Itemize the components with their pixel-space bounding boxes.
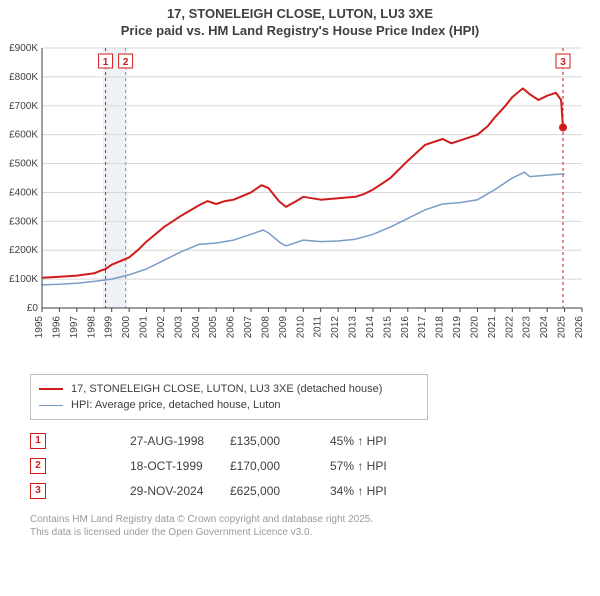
svg-text:2014: 2014 bbox=[365, 316, 376, 339]
svg-text:2002: 2002 bbox=[156, 316, 167, 339]
svg-text:2007: 2007 bbox=[243, 316, 254, 339]
svg-text:2019: 2019 bbox=[452, 316, 463, 339]
svg-text:2010: 2010 bbox=[295, 316, 306, 339]
table-row: 1 27-AUG-1998£135,00045% ↑ HPI bbox=[30, 428, 430, 453]
svg-text:2013: 2013 bbox=[348, 316, 359, 339]
svg-text:£300K: £300K bbox=[9, 216, 38, 227]
legend-swatch-subject bbox=[39, 388, 63, 390]
svg-text:£900K: £900K bbox=[9, 43, 38, 54]
svg-text:£0: £0 bbox=[27, 303, 39, 314]
svg-text:2024: 2024 bbox=[539, 316, 550, 339]
legend: 17, STONELEIGH CLOSE, LUTON, LU3 3XE (de… bbox=[30, 374, 428, 420]
legend-row-subject: 17, STONELEIGH CLOSE, LUTON, LU3 3XE (de… bbox=[39, 381, 419, 397]
price-chart: £0 £100K £200K £300K £400K £500K £600K £700K £80… bbox=[0, 38, 600, 368]
table-row: 2 18-OCT-1999£170,00057% ↑ HPI bbox=[30, 453, 430, 478]
chart-titles: 17, STONELEIGH CLOSE, LUTON, LU3 3XE Pri… bbox=[0, 6, 600, 38]
svg-text:2015: 2015 bbox=[382, 316, 393, 339]
svg-text:2021: 2021 bbox=[487, 316, 498, 339]
sales-table: 1 27-AUG-1998£135,00045% ↑ HPI 2 18-OCT-199… bbox=[30, 428, 430, 503]
sale-delta: 34% ↑ HPI bbox=[330, 478, 430, 503]
svg-text:1996: 1996 bbox=[51, 316, 62, 339]
sale-price: £135,000 bbox=[230, 428, 330, 453]
svg-text:2022: 2022 bbox=[504, 316, 515, 339]
svg-text:2004: 2004 bbox=[191, 316, 202, 339]
svg-text:£400K: £400K bbox=[9, 187, 38, 198]
sale-marker: 2 bbox=[30, 458, 46, 474]
svg-text:2008: 2008 bbox=[260, 316, 271, 339]
svg-text:2023: 2023 bbox=[522, 316, 533, 339]
sale-marker: 1 bbox=[30, 433, 46, 449]
legend-row-hpi: HPI: Average price, detached house, Luto… bbox=[39, 397, 419, 413]
svg-text:2012: 2012 bbox=[330, 316, 341, 339]
svg-text:£600K: £600K bbox=[9, 130, 38, 141]
svg-text:2017: 2017 bbox=[417, 316, 428, 339]
footnote-line2: This data is licensed under the Open Gov… bbox=[30, 526, 570, 539]
svg-text:3: 3 bbox=[560, 57, 566, 68]
sale-date: 29-NOV-2024 bbox=[130, 478, 230, 503]
svg-text:£500K: £500K bbox=[9, 159, 38, 170]
sale-date: 27-AUG-1998 bbox=[130, 428, 230, 453]
sale-price: £625,000 bbox=[230, 478, 330, 503]
svg-text:2020: 2020 bbox=[469, 316, 480, 339]
svg-text:£100K: £100K bbox=[9, 274, 38, 285]
svg-text:2005: 2005 bbox=[208, 316, 219, 339]
svg-text:£200K: £200K bbox=[9, 245, 38, 256]
svg-text:2: 2 bbox=[123, 57, 129, 68]
title-line2: Price paid vs. HM Land Registry's House … bbox=[0, 23, 600, 38]
legend-swatch-hpi bbox=[39, 405, 63, 406]
sale-date: 18-OCT-1999 bbox=[130, 453, 230, 478]
svg-text:2018: 2018 bbox=[435, 316, 446, 339]
sale-price: £170,000 bbox=[230, 453, 330, 478]
sale-delta: 45% ↑ HPI bbox=[330, 428, 430, 453]
footnote: Contains HM Land Registry data © Crown c… bbox=[30, 513, 570, 539]
svg-text:1995: 1995 bbox=[34, 316, 45, 339]
sale-marker: 3 bbox=[30, 483, 46, 499]
svg-text:1998: 1998 bbox=[86, 316, 97, 339]
svg-text:2011: 2011 bbox=[313, 316, 324, 338]
svg-text:2016: 2016 bbox=[400, 316, 411, 339]
svg-text:1: 1 bbox=[103, 57, 109, 68]
svg-text:£700K: £700K bbox=[9, 101, 38, 112]
title-line1: 17, STONELEIGH CLOSE, LUTON, LU3 3XE bbox=[0, 6, 600, 21]
svg-text:2006: 2006 bbox=[226, 316, 237, 339]
svg-text:2003: 2003 bbox=[173, 316, 184, 339]
legend-label-hpi: HPI: Average price, detached house, Luto… bbox=[71, 399, 281, 411]
svg-text:2009: 2009 bbox=[278, 316, 289, 339]
svg-text:2001: 2001 bbox=[139, 316, 150, 339]
svg-text:2000: 2000 bbox=[121, 316, 132, 339]
table-row: 3 29-NOV-2024£625,00034% ↑ HPI bbox=[30, 478, 430, 503]
legend-label-subject: 17, STONELEIGH CLOSE, LUTON, LU3 3XE (de… bbox=[71, 383, 382, 395]
svg-text:2025: 2025 bbox=[557, 316, 568, 339]
footnote-line1: Contains HM Land Registry data © Crown c… bbox=[30, 513, 570, 526]
sale-delta: 57% ↑ HPI bbox=[330, 453, 430, 478]
svg-text:2026: 2026 bbox=[574, 316, 585, 339]
svg-text:£800K: £800K bbox=[9, 72, 38, 83]
svg-text:1999: 1999 bbox=[104, 316, 115, 339]
svg-text:1997: 1997 bbox=[69, 316, 80, 339]
